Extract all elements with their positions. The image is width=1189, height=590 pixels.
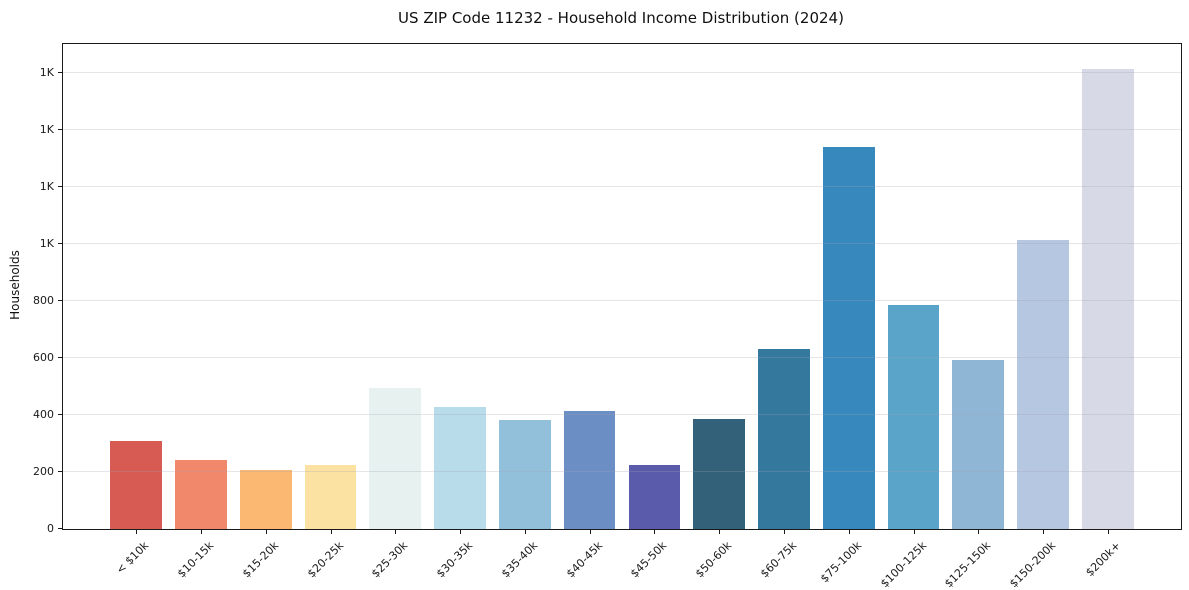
bar — [369, 387, 422, 529]
gridline — [63, 299, 1181, 301]
bar — [887, 304, 940, 529]
gridline — [63, 242, 1181, 244]
plot-area: 0 200 400 600 800 1K 1K 1K 1K < $10k $10-15k $15-20… — [33, 43, 1182, 590]
y-tick-label: 600 — [33, 350, 54, 364]
gridline — [63, 356, 1181, 358]
x-tick-label: $50-60k — [693, 539, 735, 581]
x-tick-label: $60-75k — [757, 539, 800, 581]
x-tick-label: $75-100k — [817, 539, 864, 586]
bar — [239, 470, 292, 529]
x-tick-label: $150-200k — [1007, 539, 1059, 590]
x-tick-label: $10-15k — [174, 539, 217, 581]
x-tick-label: $35-40k — [498, 539, 540, 581]
y-tick-label: 1K — [39, 122, 54, 136]
x-tick-mark — [1107, 529, 1109, 534]
y-tick-label: 200 — [33, 464, 54, 478]
y-tick-label: 1K — [39, 236, 54, 250]
y-tick-label: 1K — [39, 179, 54, 193]
x-tick-label: $40-45k — [563, 539, 605, 581]
bar — [758, 349, 810, 529]
x-tick-label: $20-25k — [304, 539, 346, 581]
gridline — [63, 413, 1181, 415]
x-tick-mark — [1043, 529, 1044, 534]
x-tick-label: $45-50k — [628, 539, 670, 581]
x-tick-mark — [654, 529, 656, 534]
gridline — [63, 470, 1181, 472]
x-tick-mark — [524, 529, 526, 534]
bar — [175, 460, 227, 529]
x-tick-mark — [719, 529, 721, 534]
x-tick-mark — [783, 529, 785, 534]
x-tick-label: $125-150k — [942, 539, 994, 590]
x-tick-mark — [848, 529, 850, 534]
bar — [563, 410, 616, 529]
bar — [822, 147, 875, 529]
y-tick-label: 1K — [39, 65, 54, 79]
x-tick-mark — [265, 529, 267, 534]
gridline — [63, 71, 1181, 73]
y-tick-mark — [58, 242, 63, 244]
y-tick-mark — [58, 128, 63, 130]
x-tick-label: $100-125k — [877, 539, 929, 590]
x-tick-label: $30-35k — [434, 539, 476, 581]
y-tick-mark — [58, 470, 63, 472]
y-tick-mark — [58, 185, 63, 187]
chart-title: US ZIP Code 11232 - Household Income Dis… — [398, 9, 844, 27]
y-tick-mark — [58, 299, 63, 301]
x-tick-label: $15-20k — [239, 539, 281, 581]
bar — [952, 359, 1005, 529]
x-tick-mark — [330, 529, 332, 534]
gridline — [63, 185, 1181, 187]
x-tick-mark — [460, 529, 462, 534]
y-tick-mark — [58, 356, 63, 358]
y-tick-mark — [58, 413, 63, 415]
bar — [110, 441, 163, 529]
x-tick-mark — [913, 529, 915, 534]
bar — [693, 419, 746, 529]
gridline — [63, 128, 1181, 130]
bar — [1081, 68, 1134, 529]
y-axis-label: Households — [8, 250, 22, 320]
bar — [498, 420, 551, 529]
bar — [434, 406, 486, 529]
bar — [304, 465, 357, 529]
bar — [628, 465, 681, 529]
x-tick-mark — [589, 529, 591, 534]
y-tick-label: 0 — [47, 522, 54, 535]
x-tick-label: $200k+ — [1082, 539, 1123, 580]
x-tick-mark — [395, 529, 397, 534]
y-tick-mark — [58, 528, 63, 529]
y-tick-mark — [58, 71, 63, 73]
x-tick-label: < $10k — [113, 539, 152, 577]
x-tick-label: $25-30k — [369, 539, 411, 581]
y-tick-label: 800 — [33, 293, 54, 307]
x-tick-mark — [978, 529, 980, 534]
x-tick-mark — [201, 529, 202, 534]
y-tick-label: 400 — [33, 407, 54, 421]
x-tick-mark — [136, 529, 138, 534]
bar — [1017, 239, 1069, 529]
